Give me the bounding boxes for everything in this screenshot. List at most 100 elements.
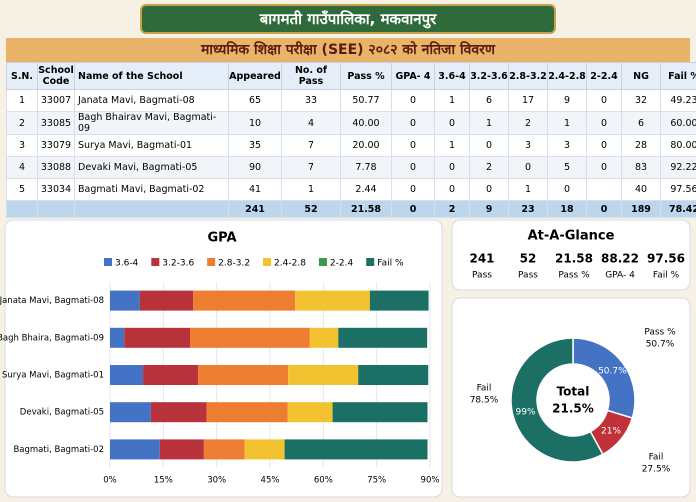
table-cell: 17 <box>508 89 548 112</box>
table-cell: 1 <box>281 178 341 201</box>
bar-segment <box>150 402 207 423</box>
total-cell: 2 <box>434 200 470 218</box>
glance-value: 97.56 <box>647 252 685 266</box>
legend-swatch <box>263 258 272 266</box>
table-cell: 32 <box>621 89 661 112</box>
table-cell: 33034 <box>37 178 75 201</box>
table-cell: 90 <box>228 156 282 179</box>
bar-segment <box>124 327 190 348</box>
total-cell: 52 <box>281 200 341 218</box>
y-tick-label: Bagh Bhaira, Bagmati-09 <box>0 333 104 343</box>
table-cell: 97.56 <box>660 178 696 201</box>
column-header: S.N. <box>6 62 38 90</box>
header-subtitle: माध्यमिक शिक्षा परीक्षा (SEE) २०८२ को नत… <box>6 38 690 62</box>
glance-label: Pass <box>518 271 538 281</box>
table-cell: 2.44 <box>340 178 392 201</box>
annotation-value: 50.7% <box>646 340 675 350</box>
table-cell: 28 <box>621 134 661 157</box>
table-cell: 0 <box>391 156 435 179</box>
glance-label: Pass % <box>558 271 590 281</box>
y-tick-label: Devaki, Bagmati-05 <box>20 408 104 418</box>
table-cell <box>37 200 75 218</box>
table-cell: 7 <box>281 156 341 179</box>
table-cell: 33085 <box>37 111 75 135</box>
table-cell: 0 <box>391 111 435 135</box>
table-row: 4 33088 Devaki Mavi, Bagmati-05 90 7 7.78 0 0 2 0… <box>6 156 696 179</box>
legend-label: 3.6-4 <box>115 259 139 269</box>
total-cell: 23 <box>508 200 548 218</box>
glance-value: 241 <box>469 252 494 266</box>
table-cell: 0 <box>391 89 435 112</box>
table-cell <box>6 200 38 218</box>
column-header: 3.2-3.6 <box>469 62 509 90</box>
table-cell: 7 <box>281 134 341 157</box>
glance-value: 88.22 <box>601 252 639 266</box>
legend-label: 2.4-2.8 <box>274 259 306 269</box>
table-cell: 3 <box>508 134 548 157</box>
bar-segment <box>309 327 339 348</box>
table-cell: 41 <box>228 178 282 201</box>
bar-segment <box>159 439 204 460</box>
table-row: 5 33034 Bagmati Mavi, Bagmati-02 41 1 2.44 0 0 0… <box>6 178 696 201</box>
table-cell: 0 <box>434 111 470 135</box>
annotation-value: 78.5% <box>470 396 499 406</box>
table-cell: 65 <box>228 89 282 112</box>
table-cell: 5 <box>547 156 587 179</box>
table-cell: 0 <box>547 178 587 201</box>
table-cell: 7.78 <box>340 156 392 179</box>
column-header: GPA- 4 <box>391 62 435 90</box>
dashboard: At-A-Glance 241 Pass 52 Pass 21.58 Pass % 88.22… <box>0 219 691 498</box>
x-tick-label: 45% <box>261 476 280 486</box>
table-cell: 6 <box>469 89 509 112</box>
column-header: No. of Pass <box>281 62 341 90</box>
column-header: Appeared <box>228 62 282 90</box>
bar-segment <box>287 402 333 423</box>
x-tick-label: 75% <box>367 476 386 486</box>
table-cell: 2 <box>6 111 38 135</box>
bar-segment <box>369 290 429 311</box>
slice-label: 21% <box>601 426 621 436</box>
glance-label: GPA- 4 <box>605 271 635 281</box>
donut-slice <box>510 337 604 463</box>
results-table: S.N. School Code Name of the School Appeare… <box>6 62 696 218</box>
annotation-value: 27.5% <box>642 465 671 475</box>
table-cell: 3 <box>547 134 587 157</box>
bar-segment <box>358 365 429 385</box>
bar-segment <box>332 402 428 423</box>
header-row: S.N. School Code Name of the School Appeare… <box>6 62 696 90</box>
chart-title: GPA <box>207 231 236 246</box>
total-row: 241 52 21.58 0 2 9 23 18 0 189 78.42 <box>6 200 696 218</box>
table-cell: 60.00 <box>660 111 696 135</box>
legend-swatch <box>366 258 375 266</box>
bar-segment <box>203 439 245 460</box>
glance-label: Fail % <box>653 271 680 281</box>
total-cell: 0 <box>391 200 435 218</box>
table-body: 1 33007 Janata Mavi, Bagmati-08 65 33 50.77 0 1… <box>6 89 696 218</box>
slice-label: 50.7% <box>598 366 627 376</box>
table-cell: 40.00 <box>340 111 392 135</box>
bar-segment <box>284 439 428 460</box>
total-cell: 241 <box>228 200 282 218</box>
y-tick-label: Janata Mavi, Bagmati-08 <box>0 296 104 306</box>
bar-segment <box>206 402 288 423</box>
table-cell: 1 <box>469 111 509 135</box>
table-cell: 4 <box>6 156 38 179</box>
column-header: NG <box>621 62 661 90</box>
table-cell: 49.23 <box>660 89 696 112</box>
table-cell: 50.77 <box>340 89 392 112</box>
column-header: 2.8-3.2 <box>508 62 548 90</box>
table-cell: 10 <box>228 111 282 135</box>
table-cell: 1 <box>547 111 587 135</box>
table-cell: 0 <box>434 156 470 179</box>
table-cell: 0 <box>469 178 509 201</box>
table-row: 3 33079 Surya Mavi, Bagmati-01 35 7 20.00 0 1 0 3… <box>6 134 696 157</box>
legend-swatch <box>151 258 160 266</box>
legend-swatch <box>104 258 112 266</box>
table-cell: 33079 <box>37 134 75 157</box>
bar-segment <box>244 439 285 460</box>
glance-panel <box>451 219 691 291</box>
table-cell: 0 <box>391 178 435 201</box>
center-value: 21.5% <box>552 402 594 416</box>
table-cell: 0 <box>469 134 509 157</box>
